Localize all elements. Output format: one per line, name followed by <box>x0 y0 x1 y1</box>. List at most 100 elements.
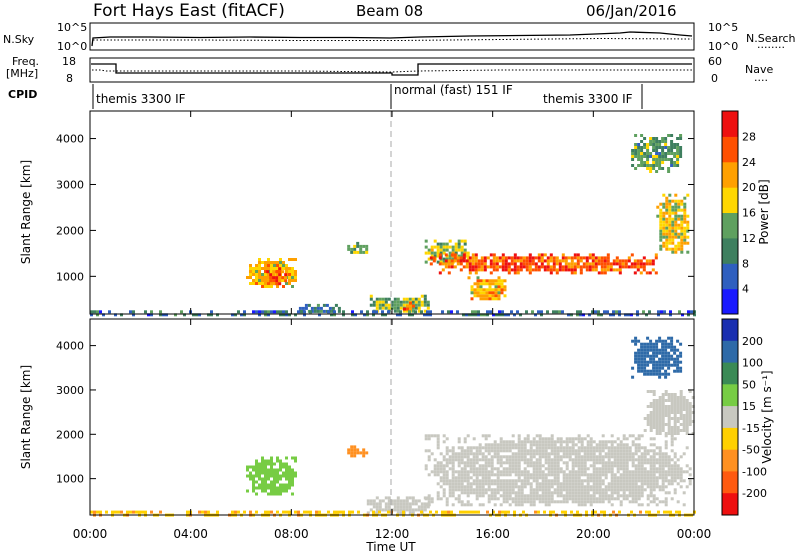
heatmap-cell <box>671 236 674 239</box>
heatmap-cell <box>646 262 649 265</box>
heatmap-cell <box>644 479 647 482</box>
heatmap-cell <box>512 461 515 464</box>
heatmap-cell <box>587 467 590 470</box>
heatmap-cell <box>641 473 644 476</box>
heatmap-cell <box>650 411 653 414</box>
heatmap-cell <box>491 467 494 470</box>
heatmap-cell <box>495 282 498 285</box>
heatmap-cell <box>482 503 485 506</box>
heatmap-cell <box>467 434 470 437</box>
heatmap-cell <box>255 469 258 472</box>
heatmap-cell <box>234 511 237 514</box>
heatmap-cell <box>216 511 219 514</box>
heatmap-cell <box>599 473 602 476</box>
heatmap-cell <box>443 458 446 461</box>
heatmap-cell <box>570 511 573 514</box>
heatmap-cell <box>665 224 668 227</box>
heatmap-cell <box>646 364 649 367</box>
heatmap-cell <box>590 449 593 452</box>
heatmap-cell <box>679 137 682 140</box>
heatmap-cell <box>625 265 628 268</box>
heatmap-cell <box>455 455 458 458</box>
heatmap-cell <box>655 146 658 149</box>
heatmap-cell <box>593 488 596 491</box>
heatmap-cell <box>661 152 664 155</box>
heatmap-cell <box>655 364 658 367</box>
heatmap-cell <box>686 408 689 411</box>
heatmap-cell <box>548 443 551 446</box>
heatmap-cell <box>655 367 658 370</box>
heatmap-cell <box>515 458 518 461</box>
heatmap-cell <box>437 437 440 440</box>
heatmap-cell <box>474 294 477 297</box>
heatmap-cell <box>515 455 518 458</box>
heatmap-cell <box>590 464 593 467</box>
heatmap-cell <box>473 491 476 494</box>
heatmap-cell <box>629 482 632 485</box>
heatmap-cell <box>661 352 664 355</box>
heatmap-cell <box>541 253 544 256</box>
heatmap-cell <box>608 485 611 488</box>
heatmap-cell <box>649 259 652 262</box>
heatmap-cell <box>428 437 431 440</box>
heatmap-cell <box>581 449 584 452</box>
heatmap-cell <box>635 452 638 455</box>
heatmap-cell <box>539 434 542 437</box>
heatmap-cell <box>659 203 662 206</box>
heatmap-cell <box>338 310 341 313</box>
heatmap-cell <box>273 484 276 487</box>
heatmap-cell <box>506 482 509 485</box>
heatmap-cell <box>476 494 479 497</box>
heatmap-cell <box>671 458 674 461</box>
heatmap-cell <box>362 448 365 451</box>
heatmap-cell <box>659 414 662 417</box>
heatmap-cell <box>452 473 455 476</box>
heatmap-cell <box>291 472 294 475</box>
heatmap-cell <box>569 479 572 482</box>
heatmap-cell <box>557 455 560 458</box>
heatmap-cell <box>662 455 665 458</box>
heatmap-cell <box>560 485 563 488</box>
heatmap-cell <box>635 476 638 479</box>
colorbar-tick-label: -50 <box>742 444 760 457</box>
heatmap-cell <box>677 500 680 503</box>
x-tick-label: 20:00 <box>576 527 611 541</box>
radar-title: Fort Hays East (fitACF) <box>93 1 285 21</box>
heatmap-cell <box>548 485 551 488</box>
heatmap-cell <box>671 440 674 443</box>
heatmap-cell <box>521 458 524 461</box>
heatmap-cell <box>288 487 291 490</box>
heatmap-cell <box>649 373 652 376</box>
heatmap-cell <box>509 479 512 482</box>
colorbar-tick-label: 28 <box>742 130 756 143</box>
heatmap-cell <box>442 268 445 271</box>
heatmap-cell <box>611 473 614 476</box>
heatmap-cell <box>626 473 629 476</box>
heatmap-cell <box>485 482 488 485</box>
heatmap-cell <box>671 233 674 236</box>
heatmap-cell <box>613 262 616 265</box>
heatmap-cell <box>454 256 457 259</box>
heatmap-cell <box>466 262 469 265</box>
heatmap-cell <box>461 500 464 503</box>
heatmap-cell <box>617 476 620 479</box>
heatmap-cell <box>505 256 508 259</box>
heatmap-cell <box>653 414 656 417</box>
heatmap-cell <box>451 262 454 265</box>
heatmap-cell <box>539 488 542 491</box>
heatmap-cell <box>602 470 605 473</box>
heatmap-cell <box>279 469 282 472</box>
heatmap-cell <box>637 164 640 167</box>
heatmap-cell <box>479 467 482 470</box>
heatmap-cell <box>482 479 485 482</box>
heatmap-cell <box>659 452 662 455</box>
heatmap-cell <box>637 152 640 155</box>
heatmap-cell <box>677 464 680 467</box>
heatmap-cell <box>440 452 443 455</box>
heatmap-cell <box>584 503 587 506</box>
heatmap-cell <box>489 294 492 297</box>
heatmap-cell <box>671 221 674 224</box>
heatmap-cell <box>261 273 264 276</box>
heatmap-cell <box>496 259 499 262</box>
heatmap-cell <box>288 469 291 472</box>
